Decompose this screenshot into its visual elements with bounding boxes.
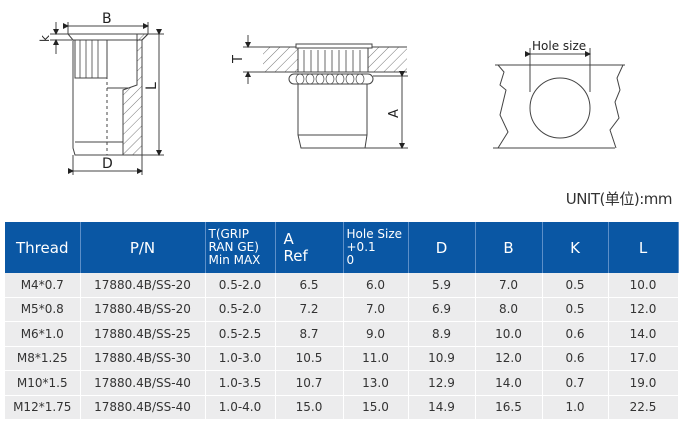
table-cell: 10.7 <box>275 370 344 396</box>
table-cell: 14.9 <box>408 395 476 420</box>
table-row: M4*0.7 17880.4B/SS-20 0.5-2.0 6.5 6.0 5.9 7.0 0… <box>5 273 679 298</box>
table-cell: M5*0.8 <box>5 297 81 322</box>
label-a: A <box>387 109 402 118</box>
table-row: M10*1.5 17880.4B/SS-40 1.0-3.5 10.7 13.0 12.9… <box>5 370 679 396</box>
table-cell: M8*1.25 <box>5 346 81 371</box>
column-header: T(GRIP RAN GE) Min MAX <box>205 222 276 273</box>
table-row: M12*1.75 17880.4B/SS-40 1.0-4.0 15.0 15.0 14.… <box>5 395 679 420</box>
label-t: T <box>231 55 246 64</box>
table-cell: 10.0 <box>475 321 543 347</box>
table-cell: 8.0 <box>475 297 543 322</box>
table-cell: 17880.4B/SS-30 <box>80 346 206 371</box>
table-cell: 12.0 <box>475 346 543 371</box>
table-cell: 19.0 <box>608 370 679 396</box>
table-cell: 1.0-4.0 <box>205 395 276 420</box>
table-cell: 0.5 <box>542 297 609 322</box>
header-line: +0.1 <box>346 240 376 254</box>
unit-label: UNIT(单位):mm <box>565 190 673 208</box>
table-cell: 9.0 <box>343 321 409 347</box>
column-header: Hole Size +0.1 0 <box>343 222 409 273</box>
header-row: Thread P/N T(GRIP RAN GE) Min MAX A Ref Hole Si… <box>5 222 679 273</box>
table-cell: 10.5 <box>275 346 344 371</box>
table-cell: 15.0 <box>275 395 344 420</box>
table-cell: 17.0 <box>608 346 679 371</box>
header-line: 0 <box>346 253 355 267</box>
rivet-nut-drawing <box>50 22 164 175</box>
table-row: M8*1.25 17880.4B/SS-30 1.0-3.0 10.5 11.0 10.9… <box>5 346 679 371</box>
table-cell: 12.9 <box>408 370 476 396</box>
table-cell: 14.0 <box>608 321 679 347</box>
table-cell: 1.0-3.5 <box>205 370 276 396</box>
table-cell: 12.0 <box>608 297 679 322</box>
header-line: RAN GE) <box>208 240 259 254</box>
table-cell: M12*1.75 <box>5 395 81 420</box>
table-cell: M10*1.5 <box>5 370 81 396</box>
table-cell: 6.0 <box>343 273 409 298</box>
header-line: Hole Size <box>346 227 403 241</box>
table-cell: 17880.4B/SS-25 <box>80 321 206 347</box>
table-cell: 0.5 <box>542 273 609 298</box>
label-k: k <box>38 35 52 42</box>
table-cell: 0.5-2.5 <box>205 321 276 347</box>
table-cell: 0.6 <box>542 321 609 347</box>
table-cell: 6.9 <box>408 297 476 322</box>
table-row: M6*1.0 17880.4B/SS-25 0.5-2.5 8.7 9.0 8.9 10.0… <box>5 321 679 347</box>
spec-table: Thread P/N T(GRIP RAN GE) Min MAX A Ref Hole Si… <box>5 222 679 420</box>
column-header: K <box>542 222 609 273</box>
table-cell: 10.9 <box>408 346 476 371</box>
table-cell: 6.5 <box>275 273 344 298</box>
label-b: B <box>102 11 112 27</box>
installed-nut-drawing <box>243 35 408 149</box>
header-line: T(GRIP <box>208 227 249 241</box>
header-line: A <box>283 229 294 248</box>
table-cell: 1.0-3.0 <box>205 346 276 371</box>
table-row: M5*0.8 17880.4B/SS-20 0.5-2.0 7.2 7.0 6.9 8.0 0… <box>5 297 679 322</box>
label-hole-size: Hole size <box>532 39 586 53</box>
table-cell: M4*0.7 <box>5 273 81 298</box>
table-cell: 17880.4B/SS-40 <box>80 395 206 420</box>
table-cell: 0.5-2.0 <box>205 273 276 298</box>
header-line: Min MAX <box>208 253 261 267</box>
table-cell: 14.0 <box>475 370 543 396</box>
column-header: B <box>475 222 543 273</box>
table-cell: 0.7 <box>542 370 609 396</box>
table-cell: 8.9 <box>408 321 476 347</box>
table-cell: 5.9 <box>408 273 476 298</box>
table-cell: 7.2 <box>275 297 344 322</box>
column-header: L <box>608 222 679 273</box>
table-cell: 17880.4B/SS-20 <box>80 273 206 298</box>
technical-drawings: B k L D T A Hole size <box>38 11 625 175</box>
table-cell: 17880.4B/SS-40 <box>80 370 206 396</box>
column-header: D <box>408 222 476 273</box>
table-cell: 16.5 <box>475 395 543 420</box>
table-cell: 1.0 <box>542 395 609 420</box>
column-header: A Ref <box>275 222 344 273</box>
table-cell: 11.0 <box>343 346 409 371</box>
header-line: Ref <box>283 246 308 265</box>
table-cell: M6*1.0 <box>5 321 81 347</box>
table-cell: 8.7 <box>275 321 344 347</box>
table-cell: 0.5-2.0 <box>205 297 276 322</box>
label-d: D <box>102 156 113 172</box>
column-header: Thread <box>5 222 81 273</box>
table-cell: 15.0 <box>343 395 409 420</box>
table-cell: 13.0 <box>343 370 409 396</box>
table-cell: 7.0 <box>475 273 543 298</box>
table-cell: 10.0 <box>608 273 679 298</box>
hole-size-drawing <box>493 48 625 149</box>
table-cell: 22.5 <box>608 395 679 420</box>
label-l: L <box>144 82 160 90</box>
table-cell: 7.0 <box>343 297 409 322</box>
table-cell: 0.6 <box>542 346 609 371</box>
table-cell: 17880.4B/SS-20 <box>80 297 206 322</box>
column-header: P/N <box>80 222 206 273</box>
